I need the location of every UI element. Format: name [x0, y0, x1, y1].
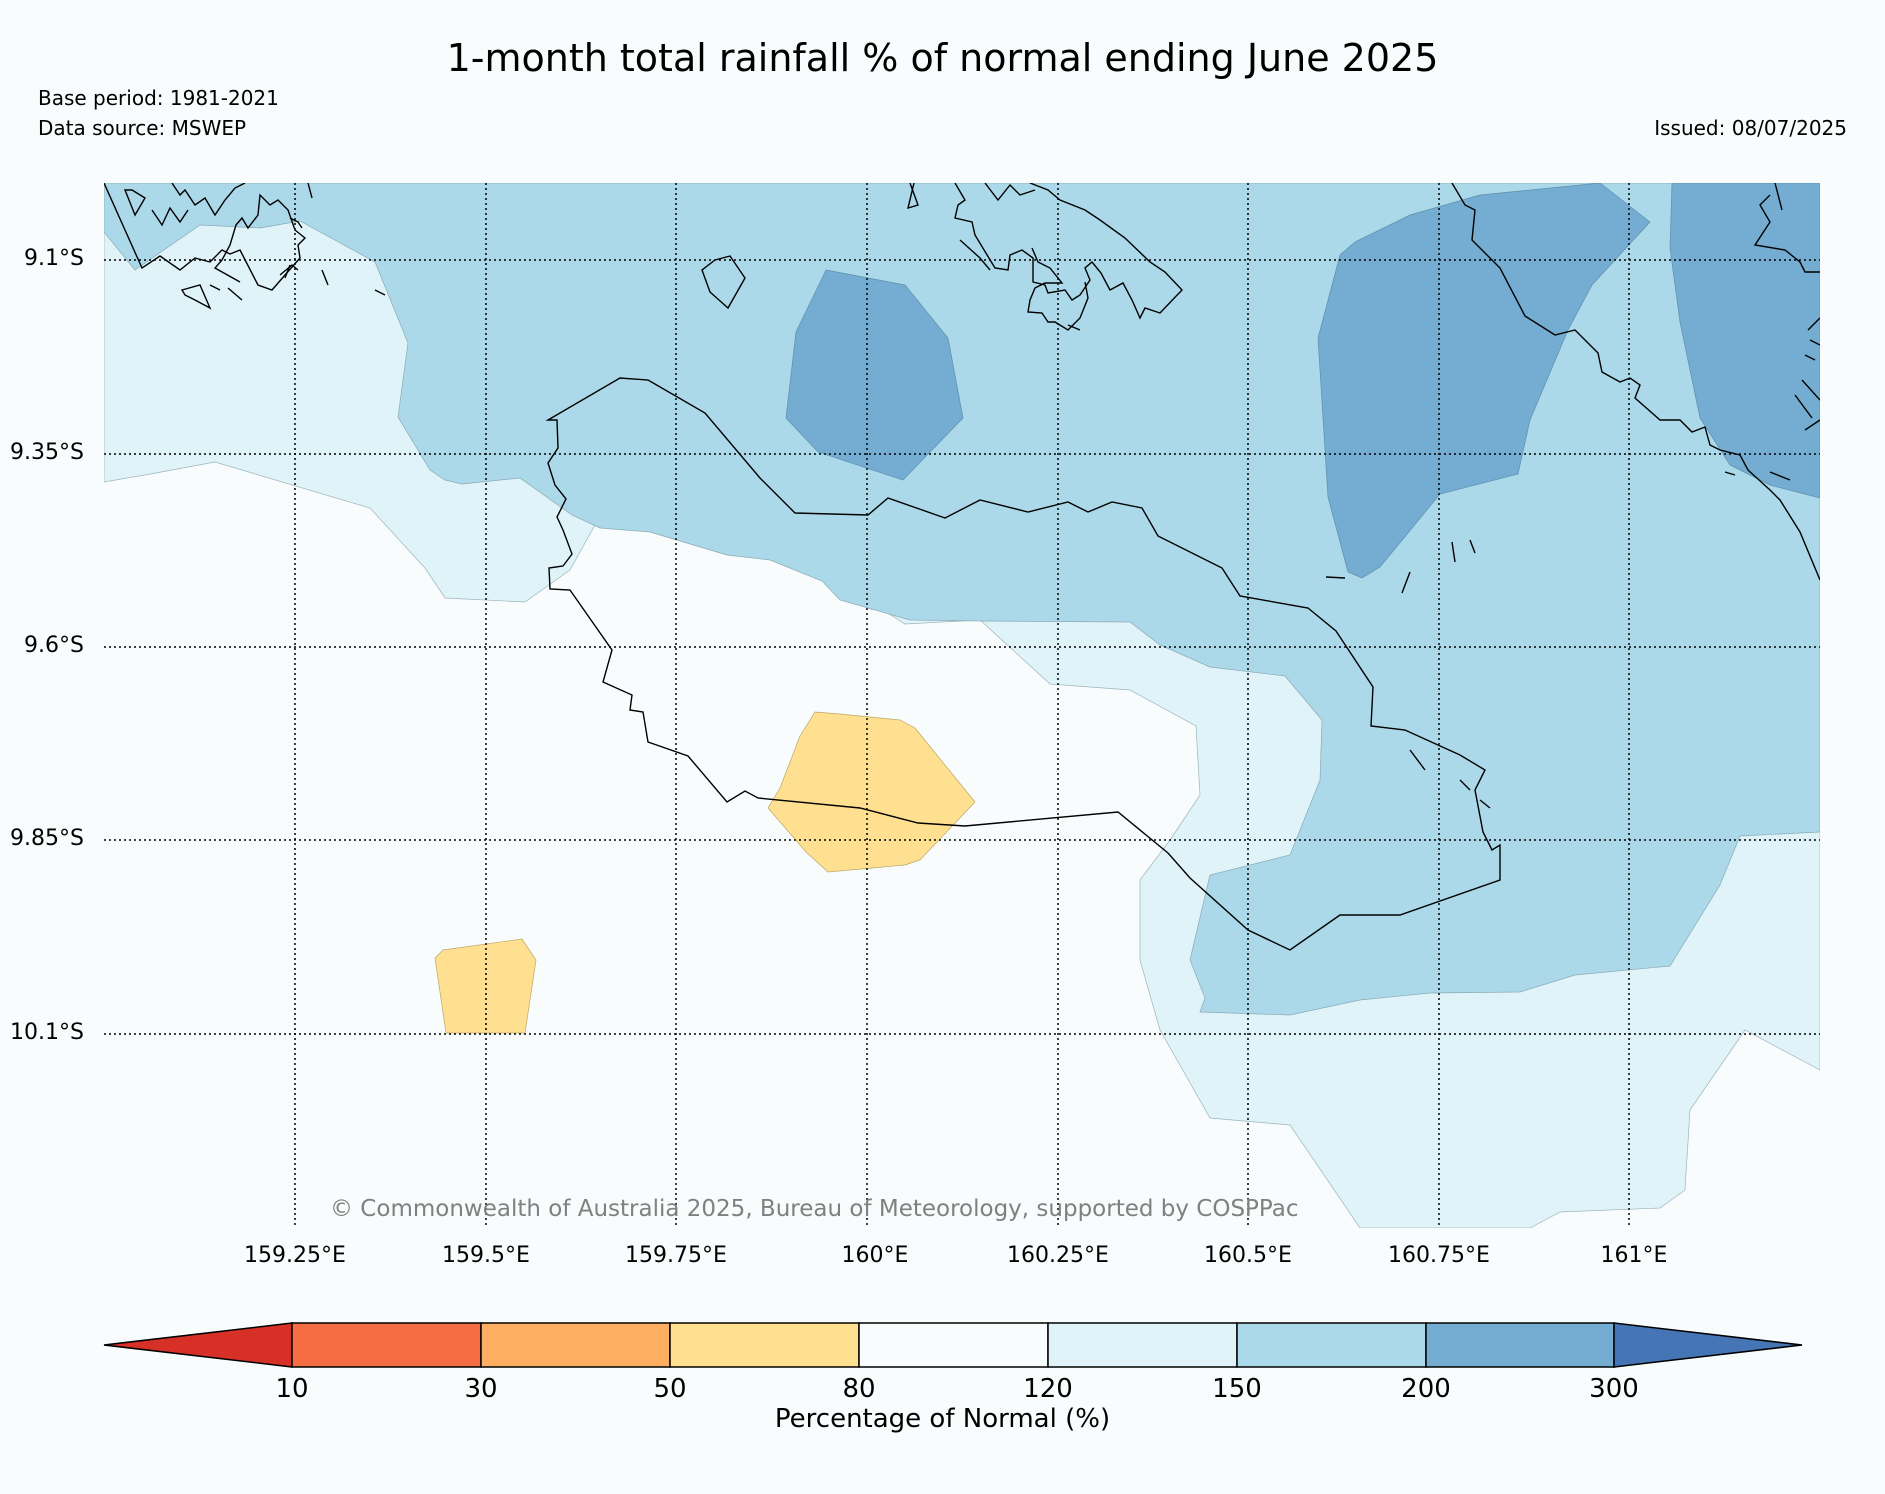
- colorbar-tick-label: 50: [653, 1374, 687, 1404]
- colorbar-segment-50-80: [669, 1322, 860, 1368]
- colorbar-tick-label: 80: [842, 1374, 876, 1404]
- colorbar-tick-label: 200: [1401, 1374, 1451, 1404]
- colorbar-title: Percentage of Normal (%): [774, 1404, 1111, 1434]
- lon-label: 160.5°E: [1204, 1243, 1292, 1268]
- lat-label: 9.1°S: [24, 246, 84, 271]
- lon-label: 159.75°E: [625, 1243, 727, 1268]
- lon-label: 160.25°E: [1007, 1243, 1109, 1268]
- copyright-text: © Commonwealth of Australia 2025, Bureau…: [330, 1196, 1299, 1222]
- map-area: [104, 183, 1820, 1228]
- issued-date-text: Issued: 08/07/2025: [1654, 116, 1847, 140]
- lon-label: 159.25°E: [244, 1243, 346, 1268]
- data-source-text: Data source: MSWEP: [38, 116, 247, 140]
- colorbar-segment-150-200: [1236, 1322, 1427, 1368]
- colorbar-segment-80-120: [858, 1322, 1049, 1368]
- colorbar-segment-30-50: [480, 1322, 671, 1368]
- coastlines: [104, 183, 1820, 951]
- contour-200-300-a: [785, 269, 964, 481]
- base-period-text: Base period: 1981-2021: [38, 86, 279, 110]
- colorbar-extend-low: [103, 1322, 293, 1368]
- gridlines: [104, 183, 1820, 1228]
- lon-label: 160°E: [841, 1243, 909, 1268]
- lon-label: 159.5°E: [442, 1243, 530, 1268]
- colorbar-segment-200-300: [1425, 1322, 1615, 1368]
- contour-50-80-a: [767, 711, 976, 873]
- lon-label: 161°E: [1600, 1243, 1668, 1268]
- colorbar-extend-high: [1613, 1322, 1803, 1368]
- colorbar: [103, 1322, 1803, 1368]
- colorbar-tick-label: 300: [1589, 1374, 1639, 1404]
- contour-50-80-b: [434, 938, 537, 1034]
- lat-label: 10.1°S: [10, 1020, 84, 1045]
- colorbar-segment-10-30: [291, 1322, 482, 1368]
- map-title: 1-month total rainfall % of normal endin…: [446, 36, 1439, 80]
- lat-label: 9.35°S: [10, 440, 84, 465]
- colorbar-tick-label: 150: [1212, 1374, 1262, 1404]
- colorbar-tick-label: 10: [275, 1374, 309, 1404]
- lat-label: 9.85°S: [10, 826, 84, 851]
- contour-200-300-c: [1669, 183, 1820, 499]
- colorbar-segment-120-150: [1047, 1322, 1238, 1368]
- colorbar-tick-label: 120: [1023, 1374, 1073, 1404]
- colorbar-tick-label: 30: [464, 1374, 498, 1404]
- contour-200-300-b: [1317, 183, 1651, 579]
- lon-label: 160.75°E: [1388, 1243, 1490, 1268]
- lat-label: 9.6°S: [24, 633, 84, 658]
